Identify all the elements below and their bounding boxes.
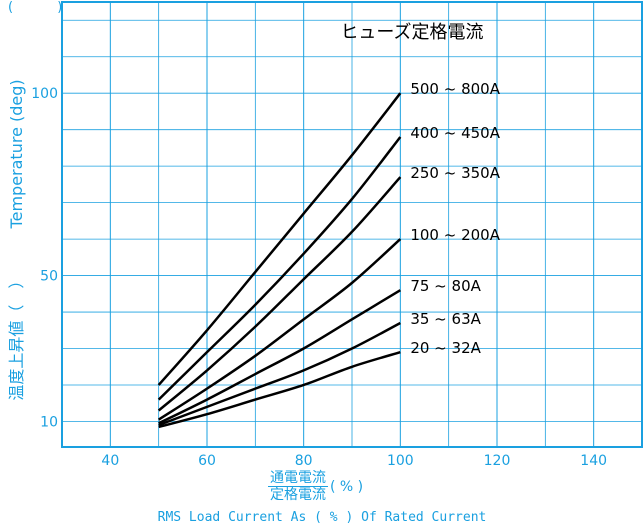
chart-title: ヒューズ定格電流	[340, 22, 483, 43]
x-axis-denominator: 定格電流	[270, 487, 326, 503]
y-axis-label-jp: 温度上昇値（ ）	[7, 272, 26, 401]
series-layer	[157, 92, 402, 429]
series-label: 35 ~ 63A	[410, 310, 481, 328]
series-line	[157, 238, 402, 421]
x-tick-label: 120	[484, 453, 511, 469]
x-tick-label: 140	[580, 453, 607, 469]
series-label: 75 ~ 80A	[410, 277, 481, 295]
series-line	[157, 136, 402, 401]
y-tick-label: 100	[31, 86, 58, 102]
x-axis-suffix: ( % )	[330, 478, 364, 495]
series-labels: 500 ~ 800A 400 ~ 450A 250 ~ 350A 100 ~ 200A…	[410, 80, 500, 357]
series-line	[158, 289, 401, 425]
y-unit-parens: ( )	[8, 0, 83, 15]
x-ticks: 40 60 80 100 120 140	[101, 453, 607, 469]
y-tick-label: 10	[40, 414, 58, 430]
series-line	[157, 92, 402, 386]
y-tick-label: 50	[40, 269, 58, 285]
x-axis-numerator: 通電電流	[268, 470, 328, 487]
series-label: 100 ~ 200A	[410, 226, 500, 244]
y-axis-label-en: Temperature (deg)	[7, 79, 26, 229]
series-label: 20 ~ 32A	[410, 339, 481, 357]
x-axis-fraction: 通電電流 定格電流	[268, 470, 328, 503]
y-axis-label: 温度上昇値（ ） Temperature (deg)	[4, 60, 26, 420]
x-tick-label: 80	[295, 453, 313, 469]
series-line	[157, 176, 402, 412]
x-axis-label-jp: 通電電流 定格電流 ( % )	[268, 470, 363, 503]
x-tick-label: 60	[198, 453, 216, 469]
series-label: 500 ~ 800A	[410, 80, 500, 98]
grid	[62, 2, 642, 447]
x-tick-label: 40	[101, 453, 119, 469]
series-label: 250 ~ 350A	[410, 164, 500, 182]
y-ticks: 10 50 100	[31, 86, 58, 430]
x-tick-label: 100	[387, 453, 414, 469]
x-axis-label-en: RMS Load Current As ( % ) Of Rated Curre…	[157, 510, 487, 525]
series-line	[158, 350, 401, 429]
series-label: 400 ~ 450A	[410, 124, 500, 142]
series-line	[158, 321, 401, 427]
